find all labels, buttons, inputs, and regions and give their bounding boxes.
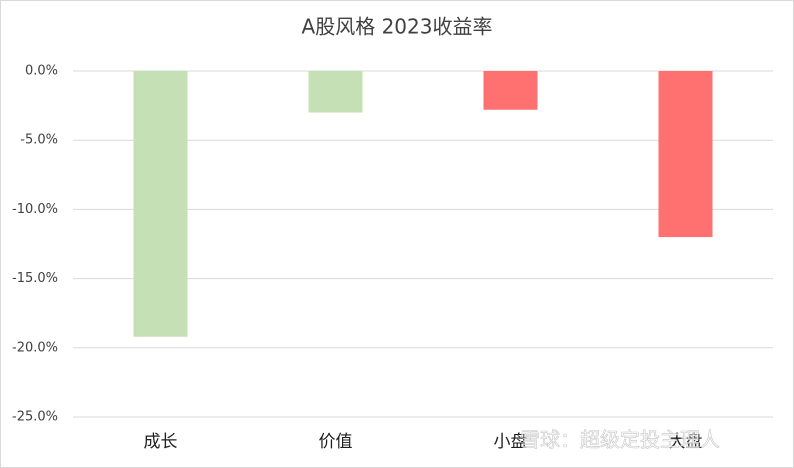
x-tick-label: 小盘 — [494, 432, 528, 452]
bar — [658, 71, 713, 238]
y-tick-label: -25.0% — [12, 410, 58, 425]
x-tick-label: 大盘 — [669, 432, 703, 452]
y-tick-label: -5.0% — [20, 133, 58, 148]
bar — [133, 71, 188, 337]
bar — [483, 71, 538, 110]
y-tick-label: -15.0% — [12, 271, 58, 286]
bar — [308, 71, 363, 113]
watermark: 雪球：超级定投主理人 — [520, 428, 720, 452]
chart-title: A股风格 2023收益率 — [302, 15, 493, 39]
y-tick-label: 0.0% — [25, 64, 58, 79]
x-tick-label: 成长 — [144, 432, 178, 452]
y-tick-label: -20.0% — [12, 340, 58, 355]
y-tick-label: -10.0% — [12, 202, 58, 217]
x-tick-label: 价值 — [319, 432, 353, 452]
